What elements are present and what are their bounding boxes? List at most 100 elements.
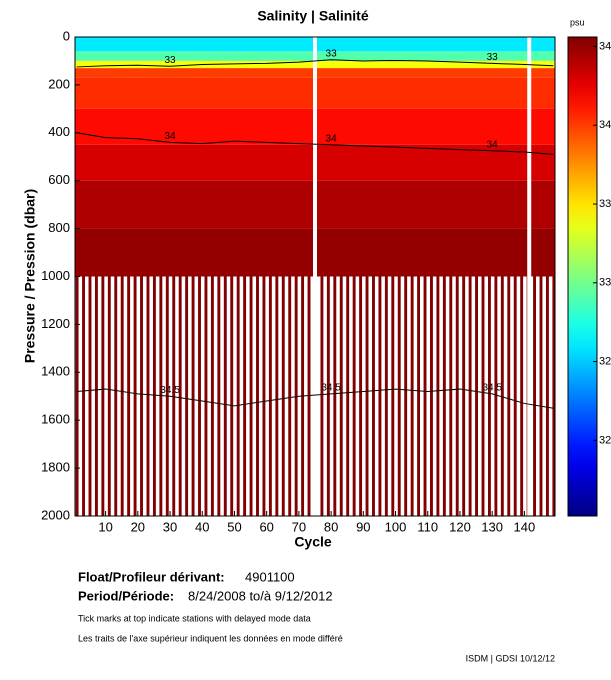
deep-profile: [365, 276, 369, 516]
deep-profile: [468, 276, 472, 516]
colorbar-tick-label: 32.5: [599, 355, 611, 367]
deep-profile: [346, 276, 350, 516]
contour-label: 33: [164, 55, 176, 66]
deep-profile: [397, 276, 401, 516]
colorbar-label: psu: [570, 17, 585, 27]
deep-profile: [133, 276, 137, 516]
deep-profile: [507, 276, 511, 516]
y-tick-label: 200: [48, 76, 70, 91]
deep-profile: [75, 276, 79, 516]
contour-label: 34: [326, 133, 338, 144]
contour-line: [76, 388, 554, 409]
deep-profile: [94, 276, 98, 516]
deep-profile: [359, 276, 363, 516]
y-tick-label: 800: [48, 220, 70, 235]
deep-profile: [120, 276, 124, 516]
note-en: Tick marks at top indicate stations with…: [78, 613, 311, 623]
y-tick-label: 600: [48, 172, 70, 187]
y-axis-label: Pressure / Pression (dbar): [22, 189, 38, 363]
deep-profile: [449, 276, 453, 516]
deep-profile: [210, 276, 214, 516]
deep-profile: [404, 276, 408, 516]
deep-profile: [430, 276, 433, 516]
deep-profile: [442, 276, 446, 516]
x-tick-label: 140: [514, 519, 536, 534]
deep-profile: [217, 276, 221, 516]
deep-profile: [520, 276, 524, 516]
deep-profile: [352, 276, 356, 516]
x-tick-label: 10: [98, 519, 112, 534]
x-tick-label: 60: [259, 519, 273, 534]
deep-profile: [82, 276, 85, 516]
deep-profile: [552, 276, 556, 516]
x-tick-label: 90: [356, 519, 370, 534]
x-tick-label: 120: [449, 519, 471, 534]
deep-profile: [339, 276, 343, 516]
deep-profile: [243, 276, 247, 516]
deep-profile: [533, 276, 536, 516]
deep-profile: [455, 276, 459, 516]
deep-profile: [487, 276, 491, 516]
y-tick-label: 1200: [41, 316, 70, 331]
y-tick-label: 0: [63, 28, 70, 43]
float-id: 4901100: [245, 569, 295, 584]
deep-profile: [307, 276, 311, 516]
deep-profile: [326, 276, 330, 516]
x-tick-label: 30: [163, 519, 177, 534]
deep-profile: [140, 276, 143, 516]
deep-profile: [545, 276, 549, 516]
contour-line: [76, 132, 554, 155]
deep-profile: [249, 276, 253, 516]
contour-label: 33: [326, 48, 338, 59]
deep-profile: [191, 276, 195, 516]
deep-profile: [198, 276, 201, 516]
deep-profile: [475, 276, 479, 516]
deep-profile: [236, 276, 240, 516]
x-tick-label: 100: [385, 519, 407, 534]
deep-profile: [462, 276, 466, 516]
note-fr: Les traits de l'axe supérieur indiquent …: [78, 633, 343, 643]
colorbar-tick-label: 33.5: [599, 198, 611, 210]
deep-profile: [88, 276, 92, 516]
deep-profile: [107, 276, 111, 516]
contour-label: 34: [487, 139, 499, 150]
contour-line: [76, 59, 554, 68]
x-tick-label: 130: [481, 519, 503, 534]
period-label: Period/Période:: [78, 588, 174, 603]
x-tick-label: 80: [324, 519, 338, 534]
missing-profile: [313, 37, 317, 516]
deep-profile: [159, 276, 163, 516]
x-tick-label: 50: [227, 519, 241, 534]
deep-profile: [494, 276, 498, 516]
deep-profile: [172, 276, 176, 516]
x-tick-label: 40: [195, 519, 209, 534]
contour-label: 33: [487, 52, 499, 63]
deep-profile: [391, 276, 395, 516]
deep-profile: [436, 276, 440, 516]
deep-profile: [500, 276, 504, 516]
deep-profile: [281, 276, 285, 516]
deep-profile: [372, 276, 375, 516]
y-tick-label: 1800: [41, 460, 70, 475]
deep-profile: [417, 276, 421, 516]
deep-profile: [384, 276, 388, 516]
deep-profile: [268, 276, 272, 516]
deep-profile: [320, 276, 324, 516]
y-tick-label: 2000: [41, 507, 70, 522]
x-tick-label: 110: [417, 519, 438, 534]
colorbar: [567, 36, 598, 517]
deep-profile: [378, 276, 382, 516]
deep-profile: [114, 276, 118, 516]
y-tick-label: 1600: [41, 412, 70, 427]
deep-profile: [230, 276, 234, 516]
float-label: Float/Profileur dérivant:: [78, 569, 225, 584]
colorbar-tick-label: 32: [599, 434, 611, 446]
deep-profile: [223, 276, 227, 516]
deep-profile: [423, 276, 427, 516]
deep-profile: [101, 276, 105, 516]
deep-profile: [262, 276, 266, 516]
contour-label: 34.5: [160, 385, 180, 396]
deep-profile: [146, 276, 150, 516]
deep-profile: [410, 276, 414, 516]
